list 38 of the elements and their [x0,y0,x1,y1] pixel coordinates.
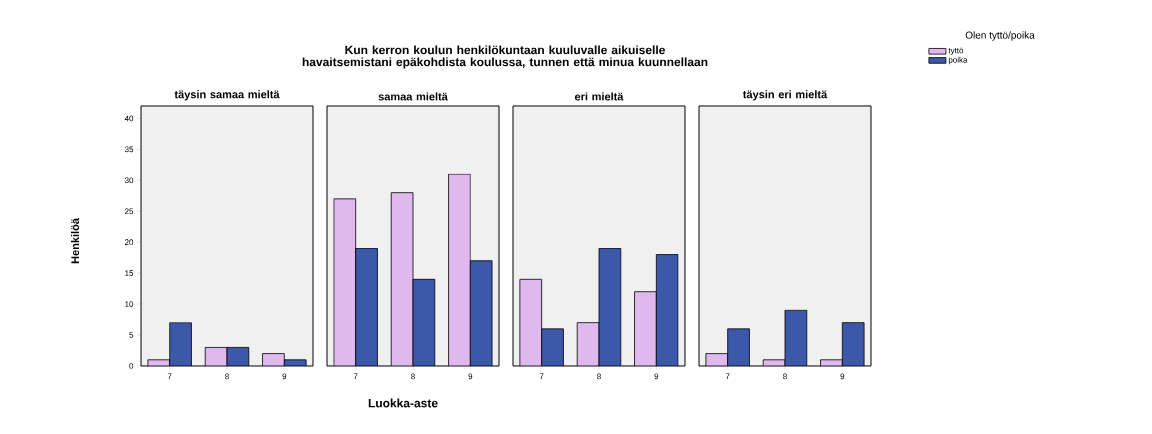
x-tick-label: 8 [597,373,601,380]
legend-title: Olen tyttö/poika [965,31,1035,41]
x-tick-label: 8 [225,373,229,380]
x-tick-label: 9 [282,373,287,380]
bar [412,278,436,366]
x-tick-label: 9 [654,373,659,380]
bar [727,328,750,366]
legend-label: tyttö [948,47,964,55]
x-axis-title: Luokka-aste [368,398,438,408]
y-tick-label: 30 [124,177,134,184]
y-tick-label: 40 [124,115,134,122]
x-tick-label: 8 [411,373,415,380]
y-tick-label: 15 [125,270,134,276]
legend-label: poika [948,56,968,65]
x-tick-label: 7 [353,373,358,380]
y-tick-label: 35 [124,146,134,153]
y-tick-label: 0 [129,363,134,369]
x-tick-label: 9 [468,373,473,380]
bar [469,260,493,366]
x-tick-label: 7 [539,373,544,380]
x-tick-label: 7 [167,373,172,380]
y-tick-label: 20 [124,239,134,246]
y-tick-label: 25 [124,208,134,215]
x-tick-label: 8 [783,373,787,380]
bar [355,247,378,366]
text: Kun kerron koulun henkilökuntaan kuuluvalle aikuiselle havaitsemistani epäkohdista koulussa, tunnen että minua kuunnellaan [302,45,708,69]
chart-subtitle: samaa mieltä [378,92,448,101]
bar [634,291,657,366]
chart-subtitle: täysin eri mieltä [742,90,828,101]
chart-subtitle: eri mieltä [574,92,624,101]
x-tick-label: 7 [725,373,730,380]
bar [169,322,192,366]
bar [519,278,543,366]
x-tick-label: 9 [840,373,845,380]
y-axis-title: Henkilöä [70,218,80,264]
y-tick-label: 5 [129,332,134,338]
chart-subtitle: täysin samaa mieltä [174,90,280,101]
y-tick-label: 10 [125,301,134,307]
